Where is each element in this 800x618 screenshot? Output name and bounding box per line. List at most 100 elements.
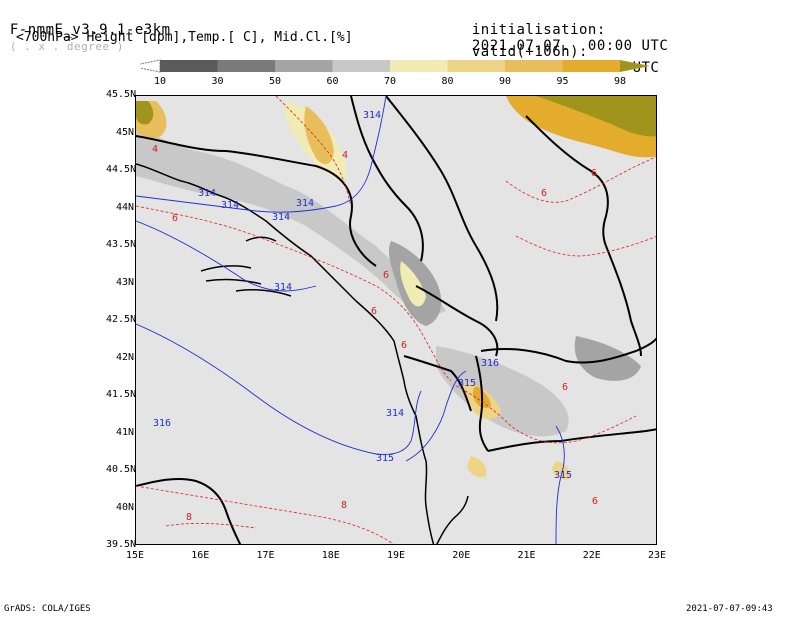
height-label: 314: [274, 282, 292, 293]
colorbar-box: [160, 60, 218, 72]
unit-note: ( . x . degree ): [9, 40, 124, 53]
colorbar-level-label: 60: [326, 76, 338, 87]
height-label: 314: [363, 110, 381, 121]
temperature-contours: [136, 96, 656, 544]
height-label: 314: [272, 212, 290, 223]
temp-contour-6-north: [136, 205, 452, 382]
latitude-label: 45N: [115, 126, 134, 138]
cloud-patch-montenegro-yellow: [400, 261, 426, 307]
colorbar-box: [447, 60, 505, 72]
height-contour-316-west: [136, 323, 422, 455]
height-label: 314: [198, 188, 216, 199]
coastline-layer: [136, 163, 469, 544]
height-contour-314-coast: [136, 220, 317, 292]
valid-label: valid(+106h):: [471, 44, 588, 60]
temp-label: 6: [541, 188, 547, 199]
temp-contour-4: [275, 96, 352, 207]
temp-label: 6: [172, 213, 178, 224]
longitude-label: 17E: [256, 550, 275, 561]
height-contours: [136, 96, 565, 544]
temp-label: 6: [592, 496, 598, 507]
colorbar-box: [217, 60, 275, 72]
serbia-east-border: [385, 96, 499, 322]
height-label: 315: [554, 470, 572, 481]
colorbar-box: [332, 60, 390, 72]
cloud-patch-croatia-coast: [136, 126, 446, 315]
temp-contour-8-2: [165, 522, 257, 529]
map-canvas: 314 314 314 314 314 314 314 316 315 315 …: [136, 96, 656, 544]
serbia-bulgaria-border: [525, 115, 609, 247]
temp-label: 6: [371, 306, 377, 317]
temp-label-layer: 4 4 6 6 6 6 6 6 6 6 8 8: [152, 144, 598, 523]
init-time: initialisation: 2021.07.07. 00:00 UTC: [454, 6, 668, 54]
temp-label: 4: [152, 144, 158, 155]
colorbar-level-label: 90: [499, 76, 511, 87]
longitude-label: 23E: [647, 550, 667, 561]
cloud-patch-serbia-ne-dark: [536, 96, 656, 137]
field-description: <700hPa> Height [dpm],Temp.[ C], Mid.Cl.…: [16, 30, 353, 45]
colorbar-level-label: 50: [269, 76, 281, 87]
adriatic-coastline: [136, 163, 435, 544]
height-contour-315-east: [555, 425, 565, 544]
colorbar-level-label: 95: [556, 76, 568, 87]
temp-label: 6: [591, 168, 597, 179]
island-3: [235, 289, 292, 297]
model-title: F-nmmE_v3.9.1-e3km ( . x . degree ): [0, 6, 171, 54]
cloud-cover-layer: [136, 96, 656, 480]
colorbar-level-label: 70: [384, 76, 396, 87]
height-label: 314: [386, 408, 404, 419]
temp-label: 4: [342, 150, 348, 161]
longitude-label: 18E: [321, 550, 340, 561]
height-contour-314-north: [136, 96, 387, 213]
colorbar-box: [390, 60, 448, 72]
colorbar-arrow-high: [620, 60, 650, 72]
height-label: 314: [221, 200, 239, 211]
colorbar-level-label: 30: [211, 76, 223, 87]
latitude-label: 40.5N: [106, 464, 137, 475]
island-4: [245, 236, 277, 242]
greece-north-border: [487, 428, 656, 452]
cloud-patch-bosnia-dark: [304, 106, 334, 165]
border-layer: [136, 96, 656, 544]
height-label: 314: [296, 198, 314, 209]
latitude-label: 43.5N: [106, 239, 137, 250]
height-contour-315: [405, 370, 467, 462]
temp-label: 6: [383, 270, 389, 281]
init-value: 2021.07.07. 00:00 UTC: [471, 38, 669, 54]
island-1: [200, 265, 252, 272]
height-label: 315: [376, 453, 394, 464]
latitude-label: 41N: [115, 426, 134, 438]
latitude-label: 43N: [115, 276, 134, 288]
cloud-patch-greece-2: [552, 461, 571, 480]
model-name: F-nmmE_v3.9.1-e3km: [9, 22, 171, 38]
colorbar-arrow-low: [140, 59, 161, 73]
height-label: 315: [458, 378, 476, 389]
temp-label: 8: [186, 512, 192, 523]
croatia-bosnia-border: [136, 135, 377, 267]
cloud-patch-greece: [467, 456, 487, 478]
temp-contour-8: [136, 485, 394, 544]
temp-contour-6-east: [505, 156, 656, 203]
longitude-label: 15E: [125, 550, 145, 561]
bulgaria-border: [605, 245, 642, 357]
montenegro-albania-border: [403, 355, 472, 412]
temp-label: 6: [562, 382, 568, 393]
albania-greece-coastline: [436, 495, 469, 544]
colorbar: 10 30 50 60 70 80 90 95 98: [140, 59, 650, 87]
longitude-label: 21E: [517, 550, 536, 561]
temp-label: 8: [341, 500, 347, 511]
italy-coast: [136, 477, 242, 544]
latitude-label: 45.5N: [106, 89, 137, 100]
longitude-label: 16E: [191, 550, 210, 561]
colorbar-box: [275, 60, 333, 72]
longitude-label: 22E: [582, 550, 601, 561]
bosnia-serbia-border: [350, 96, 424, 262]
temp-contour-6-south: [455, 385, 637, 444]
height-label: 316: [153, 418, 171, 429]
latitude-label: 44.5N: [106, 164, 137, 175]
init-label: initialisation:: [471, 22, 606, 38]
latitude-label: 42N: [115, 351, 134, 363]
longitude-label: 19E: [386, 550, 406, 561]
latitude-label: 42.5N: [106, 314, 137, 325]
cloud-patch-nw-dark: [136, 101, 154, 125]
